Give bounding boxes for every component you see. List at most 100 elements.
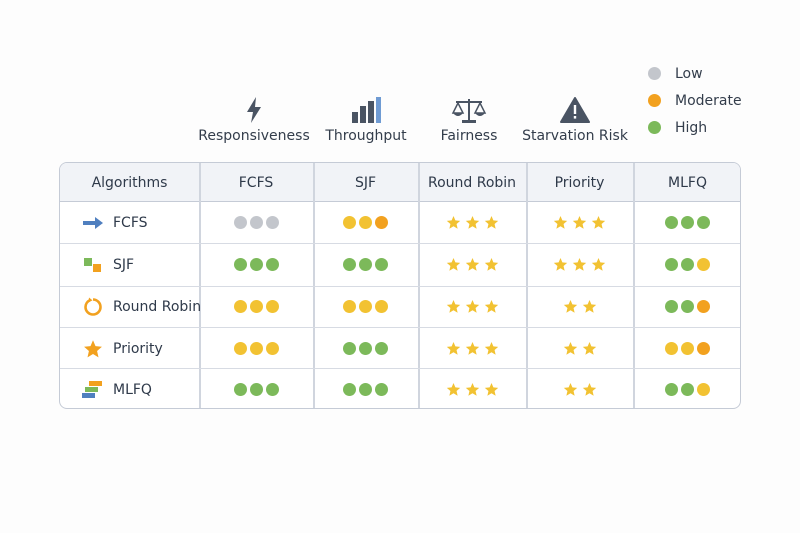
rating-dot [233, 342, 247, 355]
row-header: MLFQ [82, 369, 152, 408]
rating-dot [249, 383, 263, 396]
rating-dot [665, 258, 678, 271]
rating-dot [375, 342, 388, 355]
criterion-throughput: Throughput [296, 94, 436, 144]
row-divider [60, 286, 740, 287]
criterion-label: Starvation Risk [522, 128, 628, 144]
rating-cell [418, 369, 526, 408]
table-row: MLFQ [60, 369, 740, 408]
rating-dot [697, 342, 710, 355]
rating-star-icon [563, 341, 577, 355]
rating-dot [681, 342, 694, 355]
rating-dot [233, 258, 247, 271]
rating-dot [697, 258, 710, 271]
rating-star-icon [484, 382, 498, 396]
star-icon [82, 338, 104, 360]
column-divider [418, 163, 420, 408]
rating-dot [697, 300, 710, 313]
cycle-icon [82, 296, 104, 318]
rating-cell [526, 369, 633, 408]
legend-item-high: High [648, 114, 742, 141]
rating-cell [418, 328, 526, 369]
header-col: SJF [354, 174, 377, 191]
rating-dot [359, 383, 372, 396]
rating-star-icon [563, 299, 577, 313]
rating-cell [313, 202, 418, 243]
rating-cell [526, 244, 633, 285]
rating-star-icon [484, 257, 498, 271]
legend: Low Moderate High [648, 60, 742, 141]
rating-star-icon [446, 341, 460, 355]
rating-dot [343, 258, 356, 271]
rating-dot [359, 342, 372, 355]
legend-dot [648, 94, 661, 107]
row-label: MLFQ [113, 381, 152, 398]
rating-cell [418, 286, 526, 327]
rating-dot [249, 342, 263, 355]
rating-cell [633, 202, 740, 243]
rating-dot [665, 342, 678, 355]
rating-dot [359, 258, 372, 271]
rating-star-icon [582, 299, 596, 313]
table-row: Priority [60, 328, 740, 369]
column-divider [526, 163, 528, 408]
rating-dot [681, 258, 694, 271]
rating-cell [199, 328, 313, 369]
rating-dot [375, 258, 388, 271]
rating-star-icon [446, 299, 460, 313]
rating-dot [233, 383, 247, 396]
rating-star-icon [465, 382, 479, 396]
rating-cell [633, 328, 740, 369]
rating-cell [633, 286, 740, 327]
rating-cell [526, 328, 633, 369]
legend-label: Low [675, 65, 703, 82]
table-header: Algorithms FCFS SJF Round Robin Priority… [60, 163, 740, 202]
row-label: FCFS [113, 214, 148, 231]
rating-star-icon [582, 341, 596, 355]
criterion-fairness: Fairness [399, 94, 539, 144]
rating-cell [526, 286, 633, 327]
rating-dot [233, 216, 247, 229]
rating-star-icon [563, 382, 577, 396]
criterion-responsiveness: Responsiveness [184, 94, 324, 144]
table-row: FCFS [60, 202, 740, 243]
rating-cell [418, 202, 526, 243]
rating-star-icon [591, 215, 606, 229]
balance-scale-icon [399, 94, 539, 126]
rating-cell [199, 202, 313, 243]
table-row: Round Robin [60, 286, 740, 327]
legend-item-moderate: Moderate [648, 87, 742, 114]
rating-dot [375, 300, 388, 313]
row-label: Round Robin [113, 298, 202, 315]
rating-dot [697, 383, 710, 396]
rating-star-icon [446, 257, 460, 271]
bar-chart-icon [296, 94, 436, 126]
row-label: Priority [113, 340, 163, 357]
rating-star-icon [446, 215, 460, 229]
blocks-icon [82, 254, 104, 276]
rating-star-icon [553, 257, 568, 271]
rating-dot [265, 300, 279, 313]
rating-dot [343, 342, 356, 355]
legend-dot [648, 121, 661, 134]
rating-cell [313, 369, 418, 408]
column-divider [633, 163, 635, 408]
rating-star-icon [465, 257, 479, 271]
rating-star-icon [465, 299, 479, 313]
rating-dot [375, 216, 388, 229]
row-divider [60, 243, 740, 244]
rating-star-icon [484, 215, 498, 229]
rating-dot [265, 342, 279, 355]
rating-dot [681, 383, 694, 396]
row-divider [60, 368, 740, 369]
rating-dot [265, 383, 279, 396]
rating-cell [418, 244, 526, 285]
rating-star-icon [484, 299, 498, 313]
rating-dot [665, 300, 678, 313]
rating-dot [359, 300, 372, 313]
rating-dot [233, 300, 247, 313]
rating-dot [681, 300, 694, 313]
legend-item-low: Low [648, 60, 742, 87]
rating-star-icon [465, 215, 479, 229]
row-header: SJF [82, 244, 134, 285]
